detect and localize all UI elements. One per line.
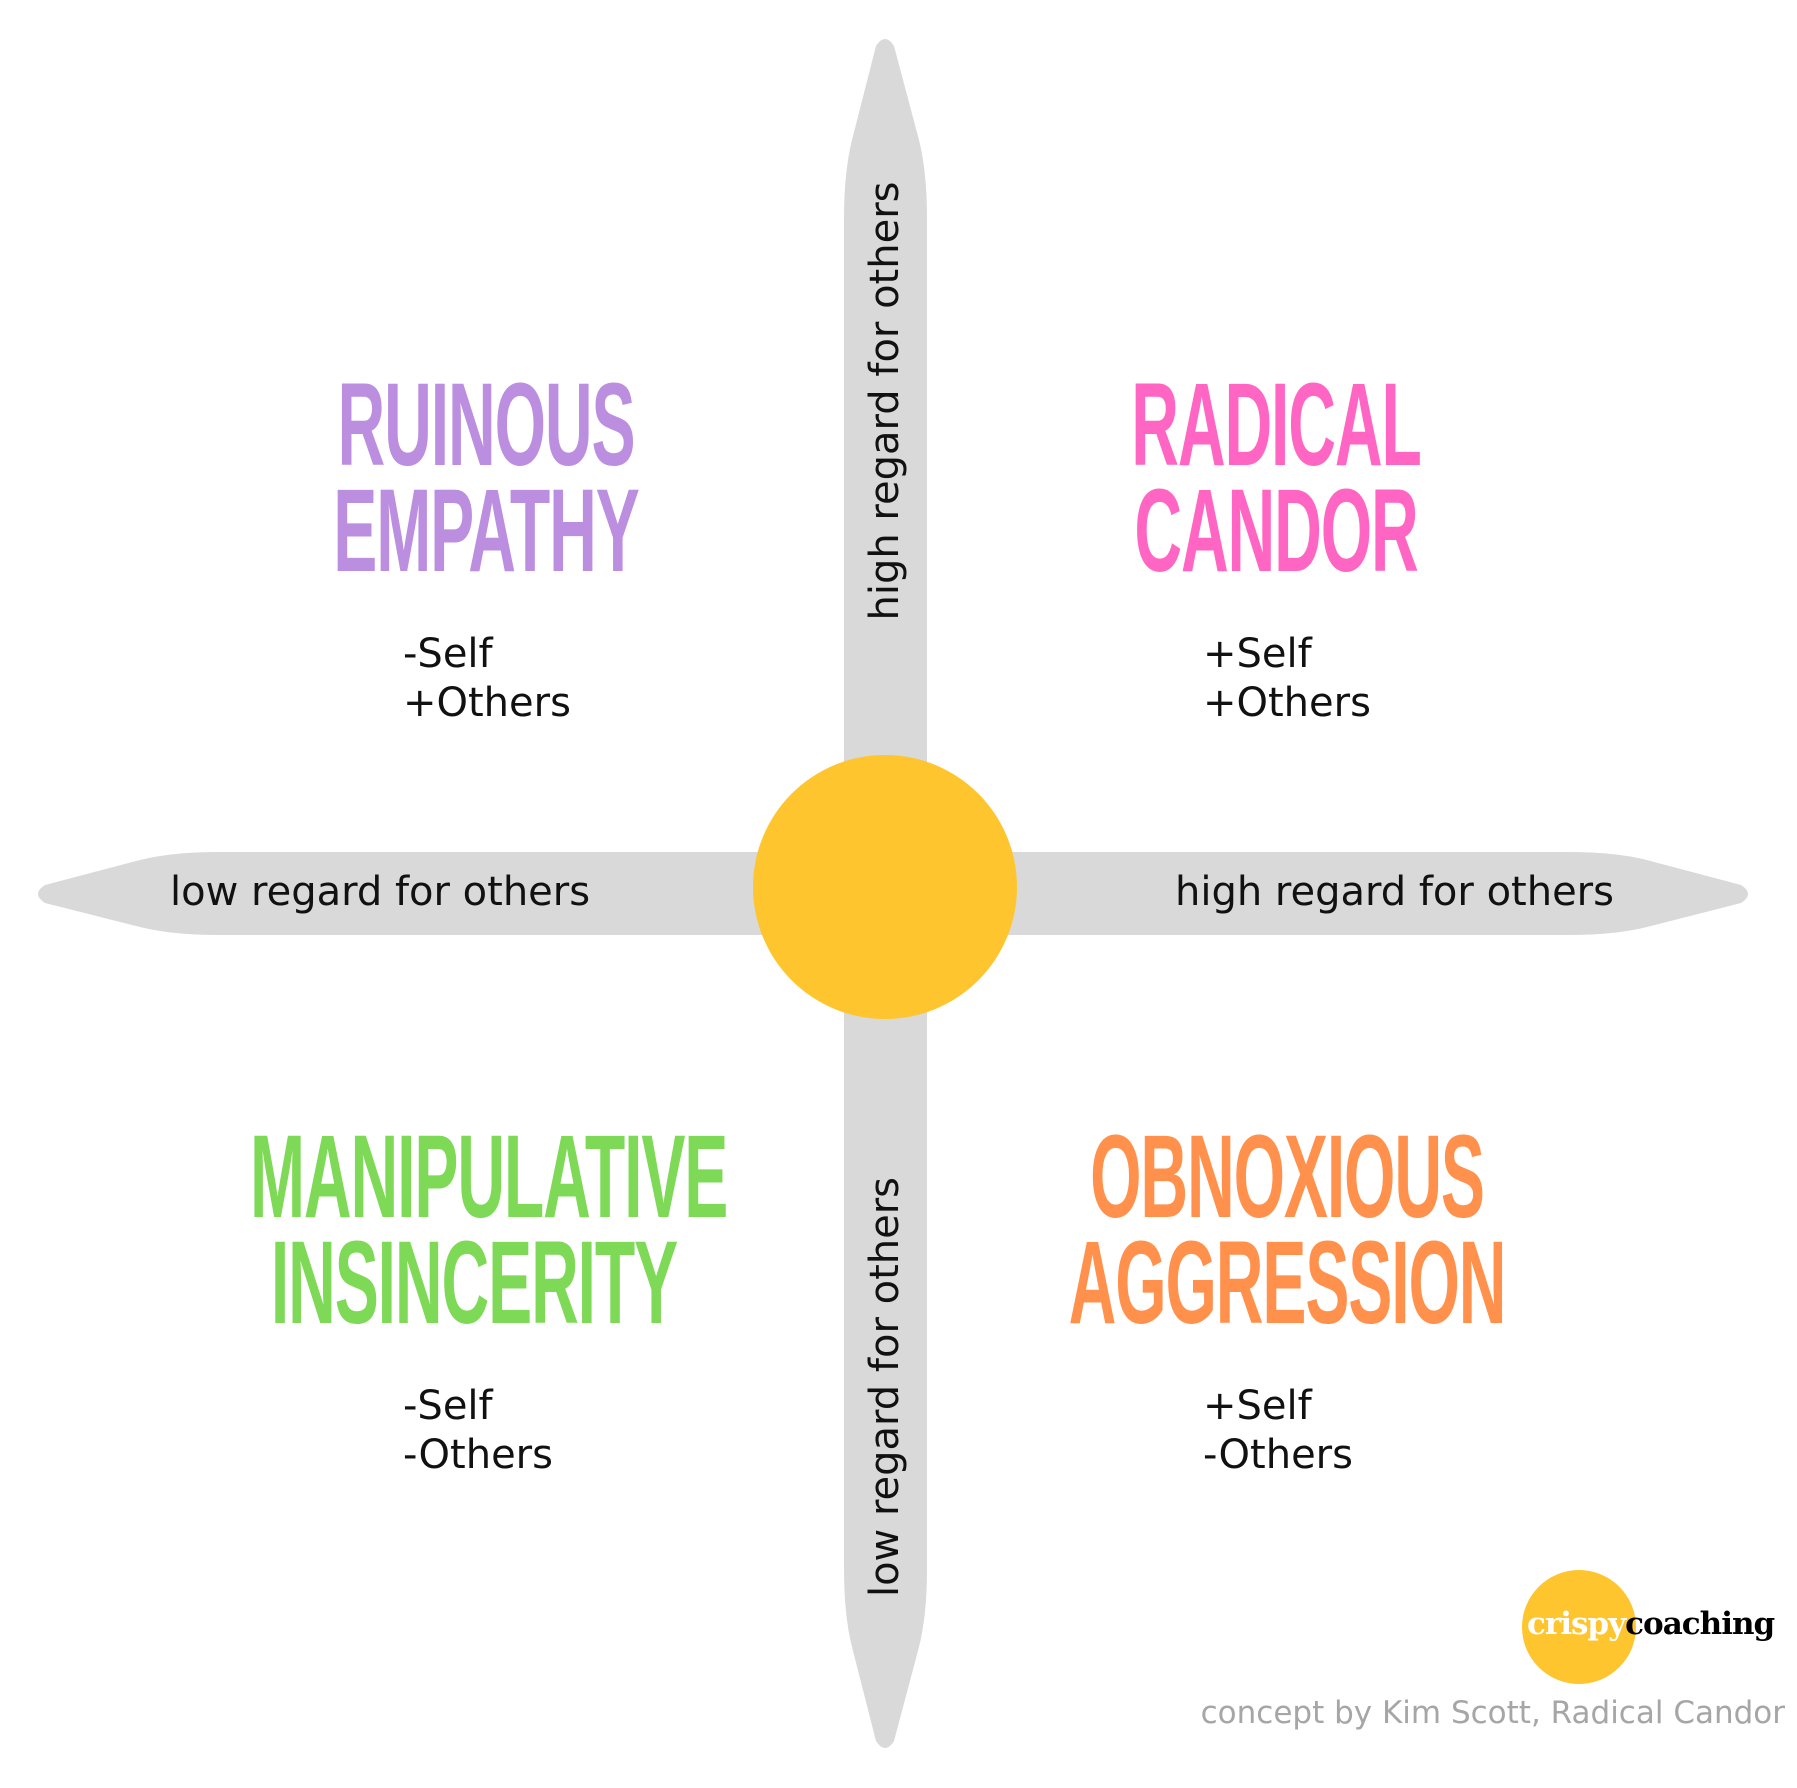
note-line: -Self (403, 631, 493, 677)
logo: crispycoaching (1527, 1606, 1775, 1642)
footer-credit: concept by Kim Scott, Radical Candor (1200, 1695, 1785, 1731)
quadrant-title-obnoxious-aggression: OBNOXIOUS AGGRESSION (1063, 1111, 1511, 1349)
quadrant-notes-ruinous-empathy: -Self +Others (403, 630, 571, 728)
title-line: MANIPULATIVE (250, 1111, 728, 1243)
logo-text-coaching: coaching (1625, 1606, 1775, 1642)
quadrant-title-radical-candor: RADICAL CANDOR (1108, 359, 1444, 597)
center-circle (753, 755, 1017, 1019)
title-line: OBNOXIOUS (1090, 1111, 1485, 1243)
note-line: -Others (1203, 1432, 1353, 1478)
title-line: RUINOUS (337, 359, 636, 491)
note-line: -Others (403, 1432, 553, 1478)
axis-label-left: low regard for others (170, 869, 591, 915)
quadrant-notes-obnoxious-aggression: +Self -Others (1203, 1382, 1353, 1480)
quadrant-notes-manipulative-insincerity: -Self -Others (403, 1382, 553, 1480)
title-line: RADICAL (1131, 359, 1422, 491)
quadrant-notes-radical-candor: +Self +Others (1203, 630, 1371, 728)
title-line: CANDOR (1134, 465, 1418, 597)
note-line: -Self (403, 1383, 493, 1429)
note-line: +Others (403, 680, 571, 726)
quadrant-title-manipulative-insincerity: MANIPULATIVE INSINCERITY (250, 1111, 728, 1349)
logo-text-crispy: crispy (1527, 1606, 1626, 1642)
note-line: +Self (1203, 1383, 1312, 1429)
axis-label-top: high regard for others (862, 181, 908, 621)
axis-label-bottom: low regard for others (862, 1176, 908, 1598)
logo-circle (1522, 1570, 1636, 1684)
axis-label-right: high regard for others (1175, 869, 1614, 915)
title-line: AGGRESSION (1068, 1217, 1507, 1349)
quadrant-title-ruinous-empathy: RUINOUS EMPATHY (318, 359, 654, 597)
note-line: +Others (1203, 680, 1371, 726)
title-line: INSINCERITY (270, 1217, 678, 1349)
title-line: EMPATHY (333, 465, 640, 597)
note-line: +Self (1203, 631, 1312, 677)
